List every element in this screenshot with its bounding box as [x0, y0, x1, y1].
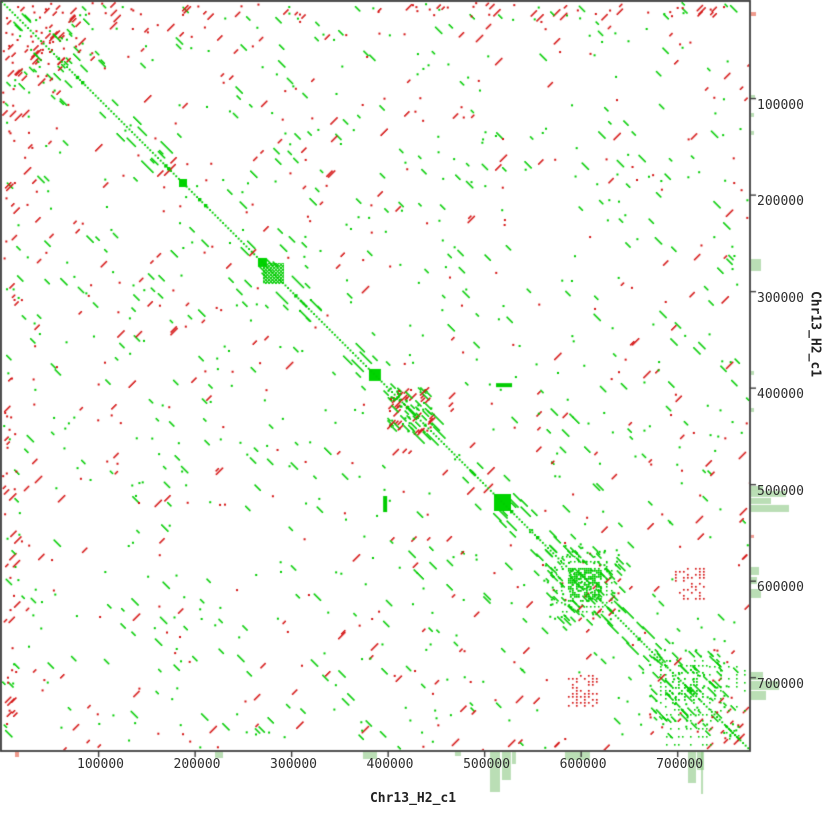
y-tick-label: 100000: [757, 97, 804, 113]
y-axis-title: Chr13_H2_c1: [807, 290, 823, 378]
x-axis-title: Chr13_H2_c1: [369, 791, 457, 806]
y-tick-label: 300000: [757, 290, 804, 306]
x-tick-label: 500000: [463, 757, 511, 772]
x-tick-label: 400000: [366, 757, 414, 772]
x-tick-label: 300000: [270, 757, 318, 772]
x-tick-label: 100000: [77, 757, 124, 772]
y-tick-label: 600000: [757, 580, 804, 596]
x-tick-label: 600000: [559, 757, 607, 772]
y-tick-label: 700000: [757, 676, 804, 692]
y-tick-label: 500000: [757, 483, 804, 499]
y-tick-label: 200000: [757, 194, 804, 210]
y-tick-label: 400000: [757, 387, 804, 403]
x-tick-label: 700000: [656, 757, 704, 772]
x-tick-label: 200000: [173, 757, 221, 772]
